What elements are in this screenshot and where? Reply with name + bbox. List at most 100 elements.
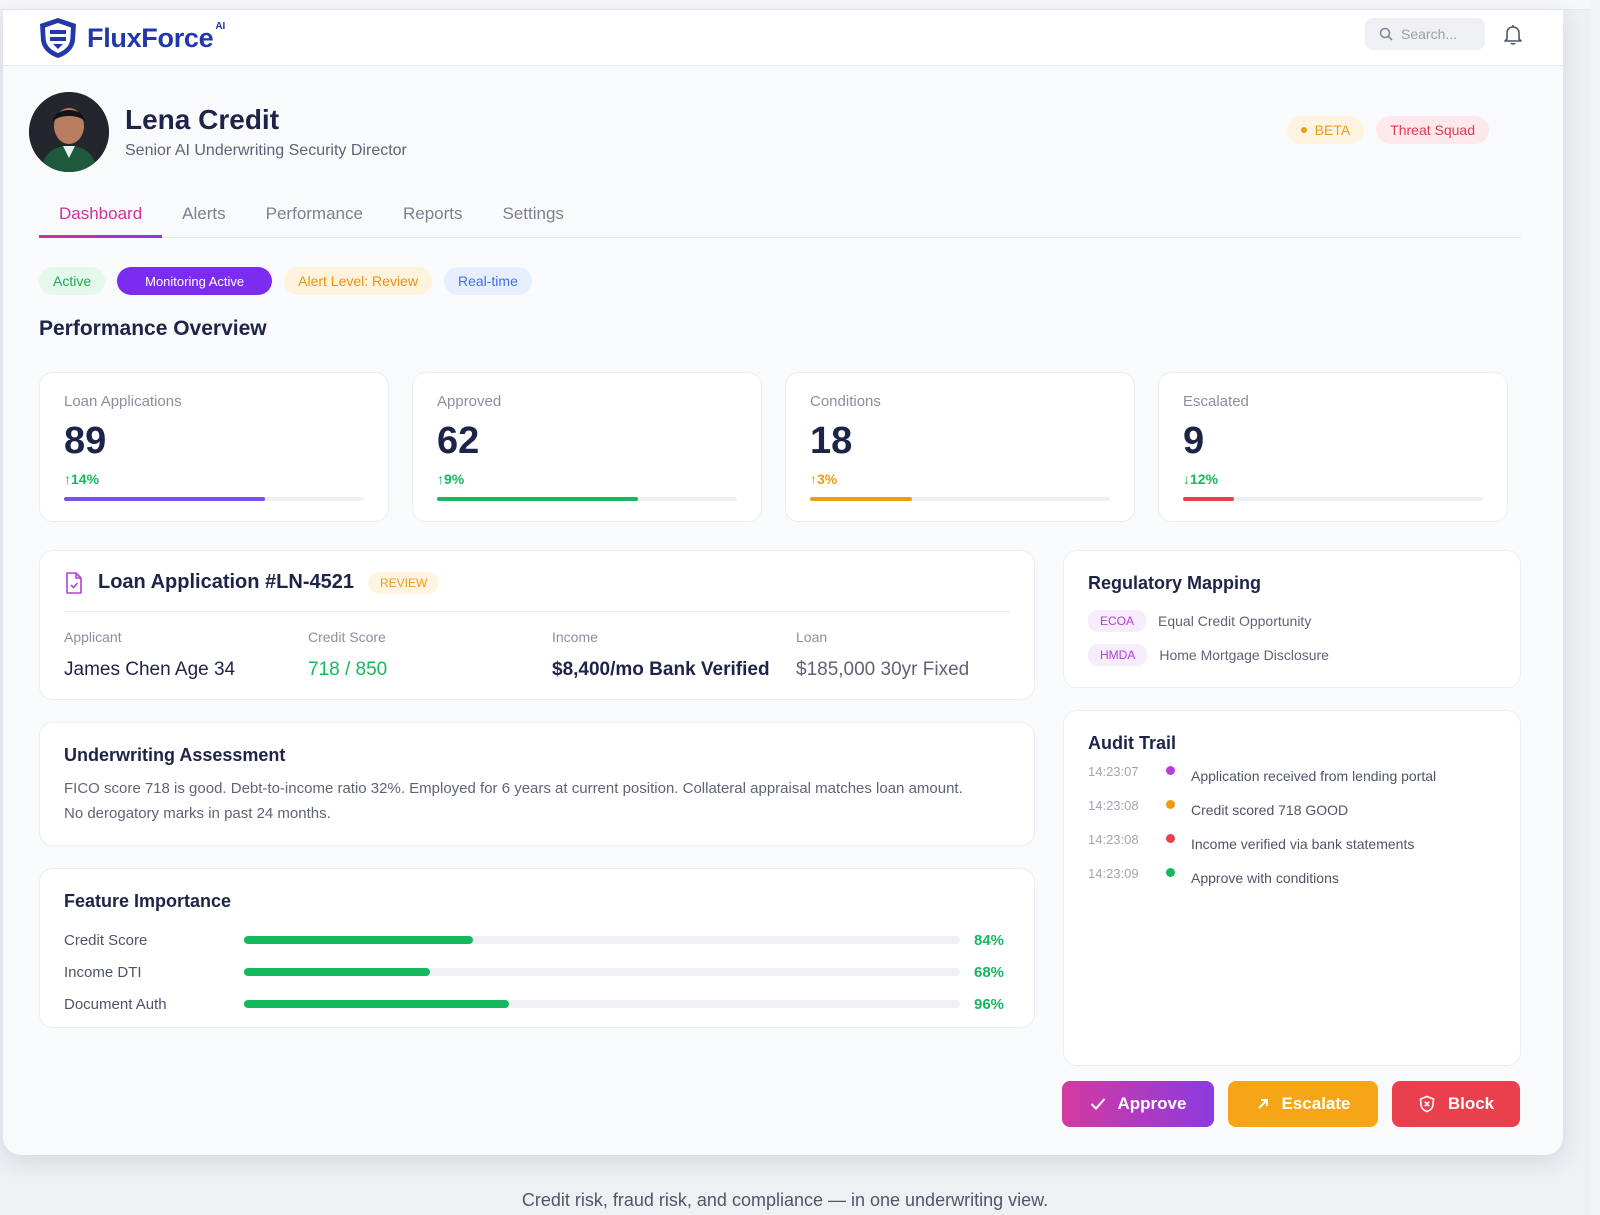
loan-field-credit-score: Credit Score 718 / 850 [308,629,552,681]
profile-name: Lena Credit [125,104,280,135]
status-dot-icon [1166,800,1175,809]
regulation-row: ECOA Equal Credit Opportunity [1088,610,1496,632]
kpi-label: Approved [437,393,502,410]
block-label: Block [1447,1094,1495,1113]
app-window: FluxForce AI Search... [3,10,1563,1155]
loan-application-card: Loan Application #LN-4521 REVIEW Applica… [39,550,1035,700]
status-chip-active: Active [39,267,106,295]
tab-settings[interactable]: Settings [502,204,564,223]
kpi-progress-track [1183,497,1483,501]
feature-percent: 84% [974,931,1005,949]
field-label: Income [552,629,598,645]
tab-reports[interactable]: Reports [402,204,463,223]
kpi-progress-track [64,497,364,501]
field-value: $185,000 30yr Fixed [796,659,970,680]
kpi-card-approved[interactable]: Approved 62 ↑9% [412,372,762,522]
audit-time: 14:23:08 [1088,832,1139,847]
assessment-text: FICO score 718 is good. Debt-to-income r… [64,780,963,822]
search-input[interactable]: Search... [1365,18,1485,50]
regulation-tag[interactable]: HMDA [1088,644,1148,666]
kpi-progress-fill [810,497,912,501]
regulatory-mapping-title: Regulatory Mapping [1088,573,1262,593]
shield-block-icon [1419,1095,1435,1113]
brand-name: FluxForce [87,22,214,53]
feature-bar-fill [244,936,474,944]
divider [64,611,1010,612]
field-label: Loan [796,629,828,645]
audit-entry: 14:23:08 Income verified via bank statem… [1088,832,1496,852]
profile-badges: BETA Threat Squad [1286,116,1489,144]
regulation-row: HMDA Home Mortgage Disclosure [1088,644,1496,666]
audit-text: Approve with conditions [1191,870,1339,886]
audit-time: 14:23:08 [1088,798,1139,813]
action-buttons: Approve Escalate Block [1062,1081,1520,1127]
loan-application-title: Loan Application #LN-4521 [98,571,354,593]
tab-dashboard[interactable]: Dashboard [39,196,163,238]
tab-alerts[interactable]: Alerts [182,204,226,223]
kpi-progress-track [810,497,1110,501]
brand-logo[interactable]: FluxForce AI [37,16,225,60]
feature-row: Income DTI 68% [64,956,1010,988]
performance-overview-title: Performance Overview [39,317,267,340]
status-chip-realtime: Real-time [443,267,532,295]
feature-percent: 96% [974,995,1005,1013]
kpi-card-escalated[interactable]: Escalated 9 ↓12% [1158,372,1508,522]
audit-trail-title: Audit Trail [1088,733,1177,753]
tab-performance[interactable]: Performance [265,204,363,223]
search-icon [1379,27,1393,41]
top-strip [0,0,1600,10]
feature-name: Document Auth [64,995,167,1013]
audit-time: 14:23:07 [1088,764,1139,779]
shield-logo-icon [40,18,76,58]
field-label: Applicant [64,629,122,645]
feature-name: Credit Score [64,931,148,949]
kpi-row: Loan Applications 89 ↑14% Approved 62 ↑9… [39,372,1508,522]
feature-bar-fill [244,968,431,976]
escalate-button[interactable]: Escalate [1228,1081,1378,1127]
beta-badge: BETA [1286,116,1365,144]
tab-bar: Dashboard Alerts Performance Reports Set… [39,196,1521,238]
threat-squad-badge: Threat Squad [1376,116,1489,144]
feature-importance-card: Feature Importance Credit Score 84% Inco… [39,868,1035,1028]
audit-text: Income verified via bank statements [1191,836,1415,852]
feature-row: Document Auth 96% [64,988,1010,1020]
check-icon [1090,1098,1105,1110]
search-placeholder: Search... [1401,26,1458,42]
kpi-delta: ↑9% [437,471,465,487]
approve-label: Approve [1117,1094,1187,1113]
feature-bar-track [244,1000,960,1008]
loan-fields: Applicant James Chen Age 34 Credit Score… [64,629,1040,681]
status-chips: Active Monitoring Active Alert Level: Re… [39,267,532,295]
approve-button[interactable]: Approve [1062,1081,1214,1127]
regulation-description: Home Mortgage Disclosure [1159,647,1329,663]
kpi-value: 62 [437,420,480,462]
feature-bar-track [244,936,960,944]
feature-importance-title: Feature Importance [64,891,232,911]
assessment-title: Underwriting Assessment [64,745,286,765]
audit-time: 14:23:09 [1088,866,1139,881]
kpi-delta: ↑14% [64,471,100,487]
regulation-tag[interactable]: ECOA [1088,610,1147,632]
kpi-progress-fill [1183,497,1234,501]
feature-bar-track [244,968,960,976]
avatar[interactable] [29,92,109,172]
kpi-delta: ↓12% [1183,471,1219,487]
status-chip-monitoring[interactable]: Monitoring Active [117,267,273,295]
kpi-progress-fill [64,497,265,501]
bell-icon[interactable] [1501,22,1525,46]
field-value: 718 / 850 [308,659,388,680]
kpi-card-conditions[interactable]: Conditions 18 ↑3% [785,372,1135,522]
field-label: Credit Score [308,629,386,645]
escalate-label: Escalate [1281,1094,1351,1113]
loan-field-income: Income $8,400/mo Bank Verified [552,629,796,681]
audit-entry: 14:23:07 Application received from lendi… [1088,764,1496,784]
kpi-value: 9 [1183,420,1205,462]
kpi-value: 18 [810,420,853,462]
block-button[interactable]: Block [1392,1081,1520,1127]
arrow-up-right-icon [1257,1099,1268,1109]
kpi-progress-fill [437,497,638,501]
kpi-card-loan-applications[interactable]: Loan Applications 89 ↑14% [39,372,389,522]
feature-row: Credit Score 84% [64,924,1010,956]
field-value: James Chen Age 34 [64,659,236,680]
field-value: $8,400/mo Bank Verified [552,659,770,680]
